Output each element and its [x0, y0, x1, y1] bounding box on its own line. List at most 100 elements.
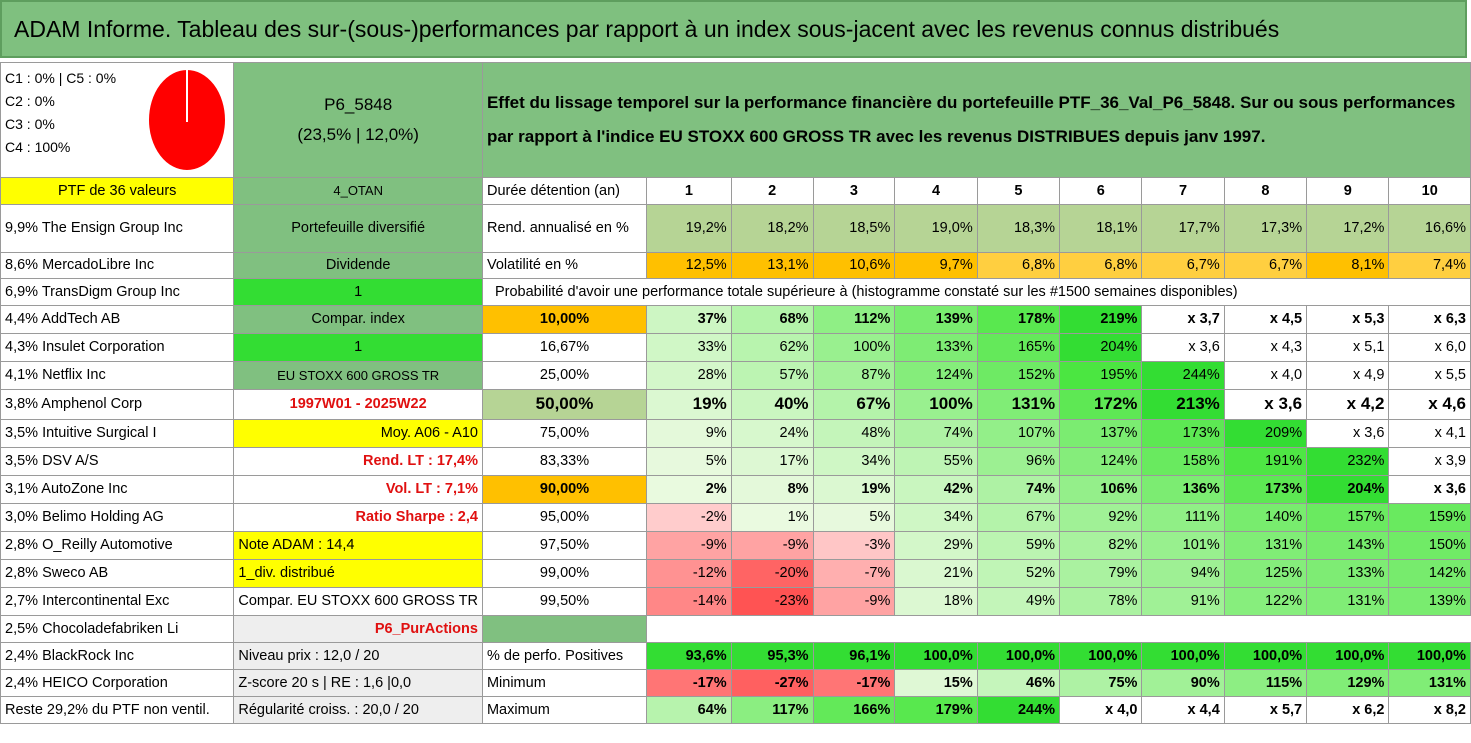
rend-lt-label: Rend. LT : 17,4% [234, 447, 483, 475]
vol-value: 10,6% [813, 252, 895, 279]
probability-cell: x 4,5 [1224, 305, 1306, 333]
threshold-value: 83,33% [482, 447, 646, 475]
probability-cell: 67% [977, 503, 1059, 531]
probability-cell: 204% [1307, 475, 1389, 503]
puractions-label: P6_PurActions [234, 615, 483, 642]
year-header: 3 [813, 178, 895, 205]
pos-value: 93,6% [647, 642, 732, 669]
regularite-label: Régularité croiss. : 20,0 / 20 [234, 696, 483, 723]
pos-value: 100,0% [977, 642, 1059, 669]
holding-row: 4,1% Netflix Inc [1, 361, 234, 389]
period-label: 1997W01 - 2025W22 [234, 389, 483, 419]
threshold-value: 99,00% [482, 559, 646, 587]
probability-cell: 106% [1060, 475, 1142, 503]
probability-cell: 244% [1142, 361, 1224, 389]
max-value: x 8,2 [1389, 696, 1471, 723]
probability-cell: 152% [977, 361, 1059, 389]
note-adam-label: Note ADAM : 14,4 [234, 531, 483, 559]
probability-cell: 131% [977, 389, 1059, 419]
probability-cell: 55% [895, 447, 977, 475]
vol-value: 6,8% [977, 252, 1059, 279]
holding-row: 3,1% AutoZone Inc [1, 475, 234, 503]
niveau-prix-label: Niveau prix : 12,0 / 20 [234, 642, 483, 669]
threshold-value: 97,50% [482, 531, 646, 559]
probability-cell: 232% [1307, 447, 1389, 475]
vol-value: 6,8% [1060, 252, 1142, 279]
performance-table: C1 : 0% | C5 : 0% C2 : 0% C3 : 0% C4 : 1… [0, 62, 1471, 724]
probability-cell: x 3,6 [1142, 333, 1224, 361]
min-value: 129% [1307, 669, 1389, 696]
probability-cell: 74% [895, 419, 977, 447]
probability-cell: x 4,9 [1307, 361, 1389, 389]
probability-cell: 112% [813, 305, 895, 333]
pos-value: 100,0% [1307, 642, 1389, 669]
max-value: x 4,4 [1142, 696, 1224, 723]
probability-cell: 137% [1060, 419, 1142, 447]
probability-cell: 8% [731, 475, 813, 503]
rend-value: 18,5% [813, 204, 895, 252]
vol-value: 8,1% [1307, 252, 1389, 279]
threshold-value: 16,67% [482, 333, 646, 361]
probability-cell: x 6,3 [1389, 305, 1471, 333]
year-header: 7 [1142, 178, 1224, 205]
probability-cell: 219% [1060, 305, 1142, 333]
threshold-value: 75,00% [482, 419, 646, 447]
probability-cell: 124% [895, 361, 977, 389]
probability-cell: x 4,0 [1224, 361, 1306, 389]
probability-cell: -14% [647, 587, 732, 615]
compar-index-label: Compar. index [234, 305, 483, 333]
vol-value: 13,1% [731, 252, 813, 279]
probability-title: Probabilité d'avoir une performance tota… [482, 279, 1470, 306]
probability-cell: x 3,6 [1307, 419, 1389, 447]
max-value: 166% [813, 696, 895, 723]
probability-cell: -2% [647, 503, 732, 531]
probability-cell: 100% [895, 389, 977, 419]
min-value: 115% [1224, 669, 1306, 696]
rend-value: 18,2% [731, 204, 813, 252]
probability-cell: 143% [1307, 531, 1389, 559]
probability-cell: 78% [1060, 587, 1142, 615]
rend-value: 17,7% [1142, 204, 1224, 252]
probability-cell: 67% [813, 389, 895, 419]
holding-row: 6,9% TransDigm Group Inc [1, 279, 234, 306]
max-value: 64% [647, 696, 732, 723]
vol-value: 12,5% [647, 252, 732, 279]
probability-cell: 57% [731, 361, 813, 389]
probability-cell: 62% [731, 333, 813, 361]
probability-cell: 59% [977, 531, 1059, 559]
probability-cell: 68% [731, 305, 813, 333]
rend-value: 17,3% [1224, 204, 1306, 252]
vol-value: 7,4% [1389, 252, 1471, 279]
probability-cell: 111% [1142, 503, 1224, 531]
probability-cell: 159% [1389, 503, 1471, 531]
probability-cell: 173% [1142, 419, 1224, 447]
portfolio-type: Portefeuille diversifié [234, 204, 483, 252]
probability-cell: -23% [731, 587, 813, 615]
probability-cell: x 3,6 [1389, 475, 1471, 503]
description: Effet du lissage temporel sur la perform… [482, 63, 1470, 178]
probability-cell: 74% [977, 475, 1059, 503]
ptf-label: PTF de 36 valeurs [1, 178, 234, 205]
probability-cell: 150% [1389, 531, 1471, 559]
pos-value: 100,0% [1142, 642, 1224, 669]
probability-cell: 19% [647, 389, 732, 419]
probability-cell: 42% [895, 475, 977, 503]
probability-cell: x 4,6 [1389, 389, 1471, 419]
min-value: -17% [647, 669, 732, 696]
probability-cell: 82% [1060, 531, 1142, 559]
probability-cell: 136% [1142, 475, 1224, 503]
probability-cell: 178% [977, 305, 1059, 333]
probability-cell: 19% [813, 475, 895, 503]
probability-cell: x 4,2 [1307, 389, 1389, 419]
otan-label: 4_OTAN [234, 178, 483, 205]
pos-value: 96,1% [813, 642, 895, 669]
probability-cell: 2% [647, 475, 732, 503]
holding-row: 3,8% Amphenol Corp [1, 389, 234, 419]
max-value: 117% [731, 696, 813, 723]
rend-label: Rend. annualisé en % [482, 204, 646, 252]
probability-cell: 213% [1142, 389, 1224, 419]
probability-cell: 17% [731, 447, 813, 475]
vol-value: 6,7% [1224, 252, 1306, 279]
max-value: x 6,2 [1307, 696, 1389, 723]
probability-cell: 125% [1224, 559, 1306, 587]
